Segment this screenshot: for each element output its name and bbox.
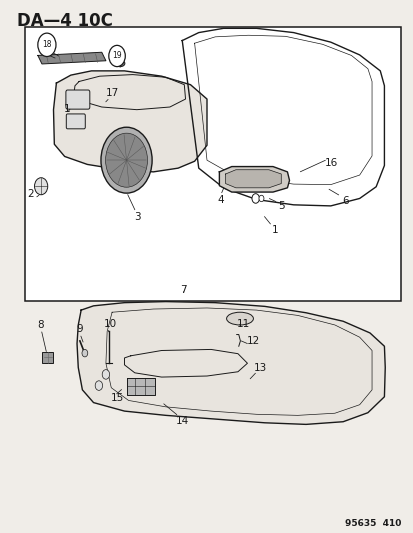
Ellipse shape [226,312,253,325]
Text: 14: 14 [175,416,188,426]
Polygon shape [126,378,155,395]
Circle shape [38,33,56,56]
Text: 1: 1 [271,225,278,236]
Circle shape [102,369,109,379]
Polygon shape [219,166,289,192]
Circle shape [105,133,147,187]
Text: 10: 10 [104,319,117,329]
Ellipse shape [116,60,125,67]
FancyBboxPatch shape [66,90,90,109]
Text: 2: 2 [27,189,34,199]
Circle shape [109,45,125,67]
Text: 95635  410: 95635 410 [344,519,400,528]
Polygon shape [225,169,280,188]
Text: 1: 1 [64,104,71,114]
Polygon shape [77,302,385,424]
Circle shape [95,381,102,390]
FancyBboxPatch shape [66,114,85,129]
Text: 4: 4 [217,195,223,205]
Text: 16: 16 [324,158,337,168]
Text: 5: 5 [277,201,284,212]
Text: 9: 9 [76,324,83,334]
Polygon shape [38,52,106,64]
Circle shape [259,195,263,201]
Text: 3: 3 [134,212,141,222]
Polygon shape [53,71,206,172]
Text: 18: 18 [42,41,52,50]
Circle shape [82,350,88,357]
Circle shape [34,177,47,195]
Text: 8: 8 [37,320,43,330]
Circle shape [101,127,152,193]
Text: 13: 13 [254,362,267,373]
Text: 11: 11 [236,319,249,329]
Text: DA—4 10C: DA—4 10C [17,12,113,30]
Text: 17: 17 [106,88,119,98]
FancyBboxPatch shape [42,352,53,364]
Bar [25,27,400,301]
Text: 12: 12 [246,336,259,346]
Circle shape [252,193,259,203]
Text: 15: 15 [110,393,123,403]
Text: 19: 19 [112,52,121,60]
Text: 7: 7 [180,286,186,295]
Text: 6: 6 [341,196,348,206]
